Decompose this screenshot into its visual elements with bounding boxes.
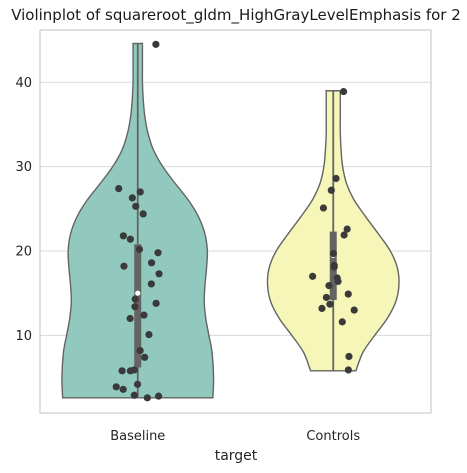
data-point — [152, 40, 160, 48]
data-point — [334, 277, 342, 285]
data-point — [115, 184, 123, 193]
x-axis-label: target — [215, 448, 258, 464]
data-point — [133, 380, 142, 388]
data-point — [338, 318, 346, 326]
data-point — [136, 188, 144, 196]
x-tick-labels: Baseline Controls — [110, 429, 360, 444]
data-point — [327, 186, 335, 194]
chart-title: Violinplot of squareroot_gldm_HighGrayLe… — [11, 6, 461, 25]
data-point — [130, 391, 138, 399]
x-tick-label: Baseline — [110, 429, 165, 444]
data-point — [145, 330, 153, 339]
data-point — [131, 295, 139, 303]
data-point — [309, 272, 317, 280]
data-point — [135, 245, 144, 253]
data-point — [343, 225, 351, 233]
data-point — [119, 232, 127, 240]
data-point — [155, 392, 163, 400]
data-point — [332, 174, 340, 183]
data-point — [154, 249, 162, 257]
data-point — [126, 235, 135, 243]
y-tick-label: 30 — [15, 160, 32, 175]
data-point — [350, 306, 358, 314]
data-point — [318, 304, 326, 312]
data-point — [155, 270, 163, 278]
data-point — [325, 282, 333, 290]
data-point — [120, 262, 128, 270]
violin-layer — [61, 42, 400, 399]
data-point — [147, 280, 155, 288]
median-marker — [135, 290, 141, 296]
data-point — [136, 346, 144, 355]
data-point — [329, 249, 338, 258]
point-layer — [112, 40, 358, 402]
data-point — [119, 385, 127, 393]
data-point — [131, 303, 139, 311]
data-point — [112, 383, 120, 391]
plot-frame — [39, 29, 432, 414]
data-point — [147, 259, 156, 267]
data-point — [344, 290, 352, 298]
data-point — [326, 300, 334, 308]
y-tick-labels: 10 20 30 40 — [15, 76, 32, 344]
data-point — [139, 210, 147, 218]
data-point — [118, 367, 126, 375]
data-point — [322, 293, 331, 302]
data-point — [340, 231, 348, 239]
data-point — [126, 314, 134, 323]
data-point — [143, 394, 151, 402]
data-point — [344, 366, 352, 374]
data-point — [126, 367, 135, 375]
data-point — [141, 353, 149, 361]
data-point — [319, 204, 328, 212]
data-point — [330, 263, 338, 271]
y-tick-label: 20 — [15, 245, 32, 260]
x-tick-label: Controls — [306, 429, 360, 444]
data-point — [140, 311, 148, 319]
data-point — [152, 299, 160, 307]
y-tick-label: 10 — [15, 329, 32, 344]
y-tick-label: 40 — [15, 76, 32, 91]
data-point — [128, 194, 136, 202]
data-point — [345, 352, 353, 361]
data-point — [132, 202, 140, 210]
data-point — [339, 87, 348, 96]
